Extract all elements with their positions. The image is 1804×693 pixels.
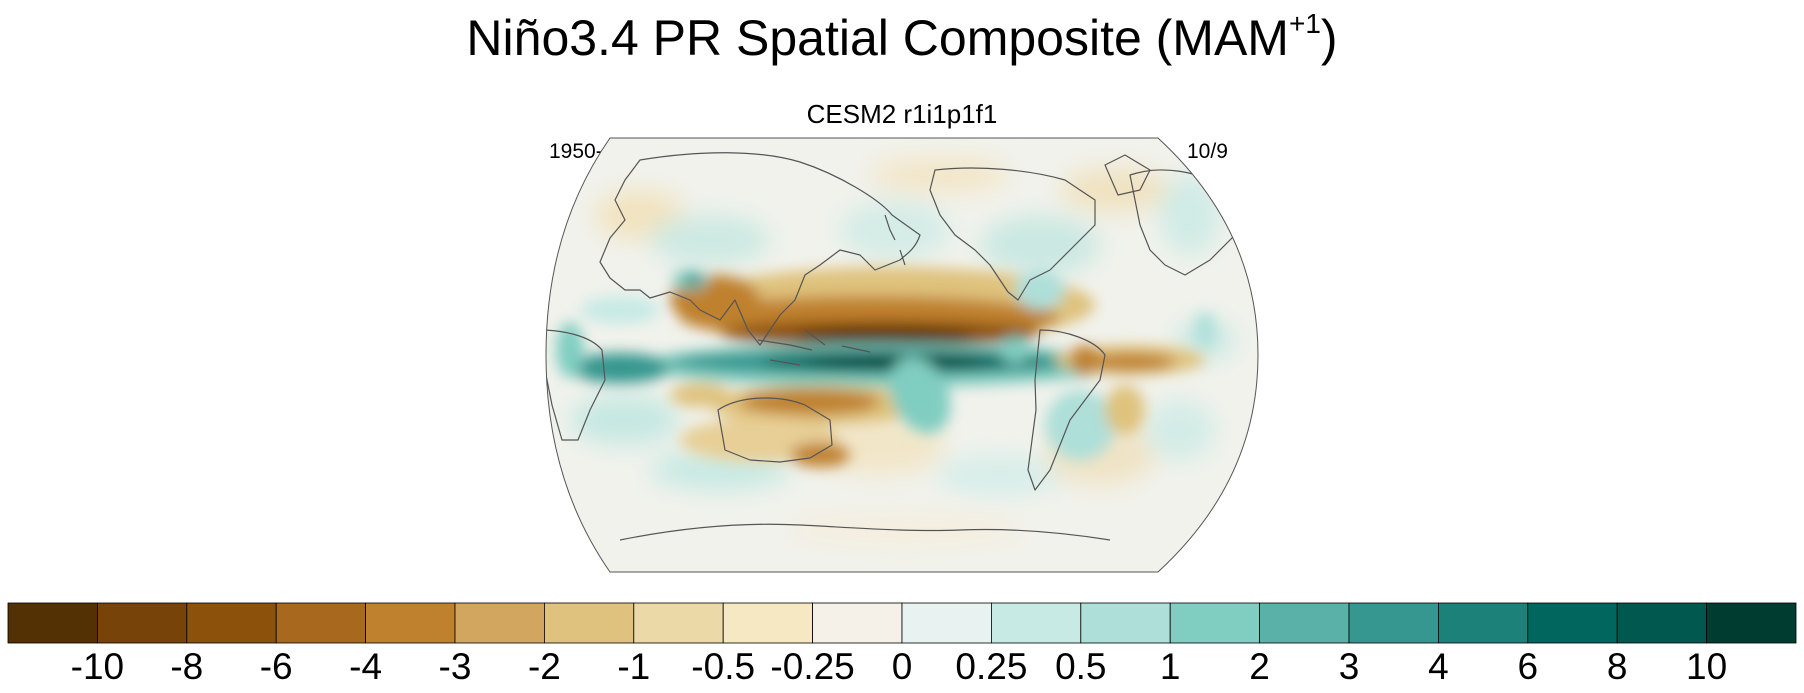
tropical-anomaly-bands [556,267,1215,467]
colorbar-tick-label: 0.5 [1055,646,1107,687]
colorbar-tick-label: -6 [259,646,293,687]
colorbar-swatch [1348,602,1439,644]
africa-outline [546,329,606,441]
map-field [546,138,1258,572]
colorbar-swatch [722,602,814,644]
greenland-outline [1104,154,1151,196]
figure-title-superscript: +1 [1288,8,1321,39]
figure-title-close: ) [1320,10,1338,66]
colorbar-swatch [97,602,188,644]
antarctica-outline [619,523,1111,541]
maritime-continent-outline [757,329,871,366]
colorbar-swatch [365,602,456,644]
colorbar-tick-label: 2 [1249,646,1270,687]
figure-title-text: Niño3.4 PR Spatial Composite (MAM [466,10,1289,66]
colorbar-swatch [544,602,635,644]
colorbar-swatch [186,602,277,644]
colorbar-swatch [1616,602,1707,644]
colorbar-tick-label: 10 [1686,646,1728,687]
colorbar-tick-label: -3 [438,646,472,687]
colorbar-swatch [991,602,1082,644]
colorbar-tick-label: -10 [70,646,125,687]
colorbar-tick-label: -4 [349,646,383,687]
colorbar-swatch [1080,602,1171,644]
panel-title: CESM2 r1i1p1f1 [806,99,998,129]
figure-title: Niño3.4 PR Spatial Composite (MAM+1) [0,8,1804,68]
colorbar-swatch [1169,602,1260,644]
australia-outline [717,397,833,463]
colorbar-tick-label: 3 [1338,646,1360,687]
colorbar-tick-label: -2 [527,646,561,687]
event-count-label: 10/9 [1187,140,1228,163]
colorbar-swatch [1438,602,1529,644]
colorbar-swatch [901,602,992,644]
south-america-outline [1027,329,1106,491]
japan-outline [884,214,906,266]
colorbar-tick-label: 4 [1428,646,1449,687]
colorbar-tick-label: 0 [891,646,913,687]
colorbar-tick-label: -8 [170,646,204,687]
colorbar-swatch [7,602,98,644]
map-border [545,137,1259,573]
land-outlines [546,152,1241,541]
colorbar-tick-label: -1 [617,646,651,687]
colorbar-swatch [1259,602,1350,644]
colorbar-tick-label: -0.25 [770,646,855,687]
colorbar-swatch [1527,602,1618,644]
colorbar-tick-label: -0.5 [691,646,756,687]
colorbar-tick-label: 6 [1517,646,1539,687]
colorbar-tick-label: 8 [1606,646,1628,687]
north-america-outline [929,167,1096,301]
colorbar-swatch [1706,602,1797,644]
colorbar-tick-label: 1 [1159,646,1181,687]
colorbar-swatch [812,602,903,644]
eurasia-outline [599,152,921,346]
colorbar-swatch [275,602,367,644]
colorbar-swatch [633,602,724,644]
colorbar-swatch [454,602,545,644]
colorbar-tick-label: 0.25 [955,646,1028,687]
